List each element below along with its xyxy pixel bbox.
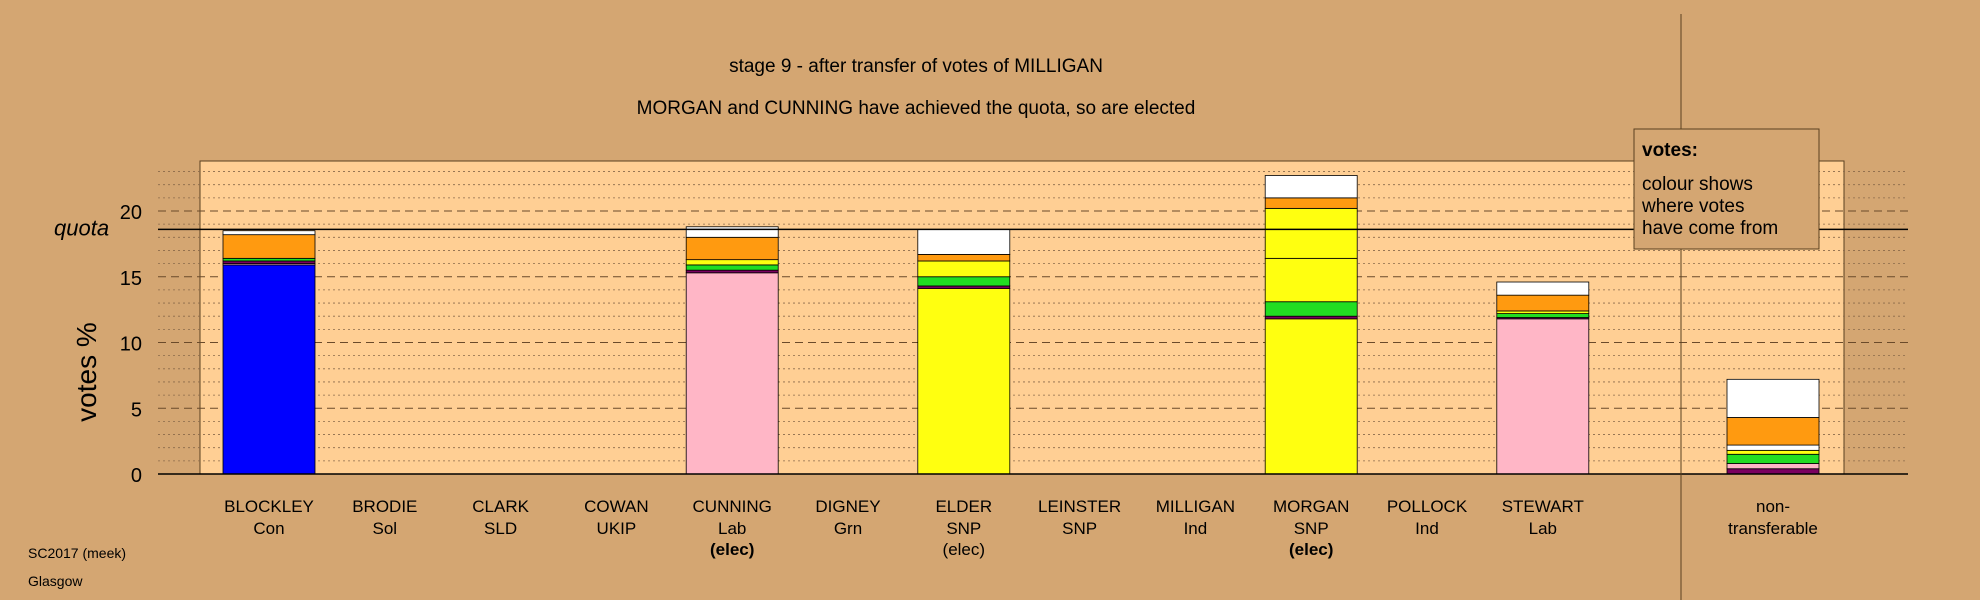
bar-segment	[1264, 207, 1358, 259]
y-tick-label: 20	[120, 202, 142, 224]
bar-segment	[685, 259, 779, 266]
candidate-name: BRODIE	[352, 497, 417, 516]
bar-segment	[1726, 449, 1820, 455]
candidate-party: Con	[253, 519, 284, 538]
candidate-name: COWAN	[584, 497, 649, 516]
bar-segment	[1264, 301, 1358, 317]
candidate-party: UKIP	[597, 519, 637, 538]
bars	[222, 175, 1820, 475]
candidate-name: POLLOCK	[1387, 497, 1468, 516]
candidate-name: CUNNING	[693, 497, 772, 516]
y-tick-label: 0	[131, 465, 142, 487]
chart-subtitle: MORGAN and CUNNING have achieved the quo…	[637, 98, 1196, 119]
bar-nontransferable	[1726, 378, 1820, 475]
bar-segment	[1726, 453, 1820, 464]
bar-segment	[1496, 318, 1590, 475]
candidate-party: SNP	[1062, 519, 1097, 538]
candidate-name: DIGNEY	[815, 497, 880, 516]
candidate-name: BLOCKLEY	[224, 497, 314, 516]
y-tick-label: 15	[120, 268, 142, 290]
bar-segment	[1496, 294, 1590, 312]
candidate-party: SLD	[484, 519, 517, 538]
candidate-party: SNP	[946, 519, 981, 538]
bar-segment	[685, 264, 779, 271]
candidate-name: MORGAN	[1273, 497, 1350, 516]
axis: 0 5 10 15 20 BLOCKLEY Con BRODIE Sol CLARK SLD COWA…	[120, 14, 1908, 600]
quota-label: quota	[54, 215, 109, 240]
legend-title: votes:	[1642, 140, 1698, 161]
candidate-name: ELDER	[935, 497, 992, 516]
legend-background	[1633, 128, 1820, 250]
bar-segment	[1726, 468, 1820, 475]
bar-segment	[917, 288, 1011, 475]
bar-segment	[1726, 378, 1820, 418]
bar-segment	[222, 234, 316, 259]
bar-segment	[917, 260, 1011, 278]
gridlines	[158, 171, 1908, 462]
bar-segment	[1264, 318, 1358, 475]
bar-blockley	[222, 230, 316, 475]
chart-title: stage 9 - after transfer of votes of MIL…	[729, 56, 1103, 77]
y-tick-label: 10	[120, 334, 142, 356]
legend-box: votes: colour shows where votes have com…	[1633, 128, 1820, 250]
candidate-status: (elec)	[1289, 540, 1333, 559]
bar-cunning	[685, 226, 779, 475]
bar-morgan	[1264, 175, 1358, 475]
bar-segment	[1496, 281, 1590, 296]
bar-segment	[1264, 175, 1358, 199]
nontransferable-label-1: non-	[1756, 497, 1790, 516]
bar-segment	[1496, 313, 1590, 318]
candidate-party: Ind	[1415, 519, 1439, 538]
bar-segment	[685, 226, 779, 238]
bar-segment	[1726, 417, 1820, 446]
candidate-party: Lab	[718, 519, 746, 538]
nontransferable-label-2: transferable	[1728, 519, 1818, 538]
bar-segment	[917, 253, 1011, 262]
footer-line-1: SC2017 (meek)	[28, 545, 126, 561]
candidate-party: Sol	[373, 519, 398, 538]
candidate-name: MILLIGAN	[1156, 497, 1235, 516]
candidate-status: (elec)	[943, 540, 986, 559]
candidate-party: Lab	[1529, 519, 1557, 538]
candidate-name: STEWART	[1502, 497, 1584, 516]
legend-line-3: have come from	[1642, 218, 1778, 239]
candidate-party: Grn	[834, 519, 862, 538]
bar-segment	[222, 230, 316, 236]
bar-segment	[685, 236, 779, 261]
bar-stewart	[1496, 281, 1590, 475]
legend-line-1: colour shows	[1642, 174, 1753, 195]
candidate-party: SNP	[1294, 519, 1329, 538]
candidate-party: Ind	[1184, 519, 1208, 538]
bar-elder	[917, 229, 1011, 475]
y-tick-label: 5	[131, 399, 142, 421]
candidate-status: (elec)	[710, 540, 754, 559]
candidate-name: CLARK	[472, 497, 529, 516]
legend-line-2: where votes	[1641, 196, 1744, 217]
candidate-name: LEINSTER	[1038, 497, 1121, 516]
bar-segment	[685, 272, 779, 475]
plot-area	[199, 160, 1845, 475]
y-axis-label: votes %	[71, 322, 102, 422]
bar-segment	[917, 229, 1011, 255]
bar-segment	[222, 264, 316, 475]
bar-segment	[1264, 257, 1358, 303]
bar-segment	[1726, 463, 1820, 470]
bar-segment	[1726, 444, 1820, 451]
footer-line-2: Glasgow	[28, 573, 83, 589]
bar-segment	[1264, 197, 1358, 209]
bar-segment	[917, 276, 1011, 287]
